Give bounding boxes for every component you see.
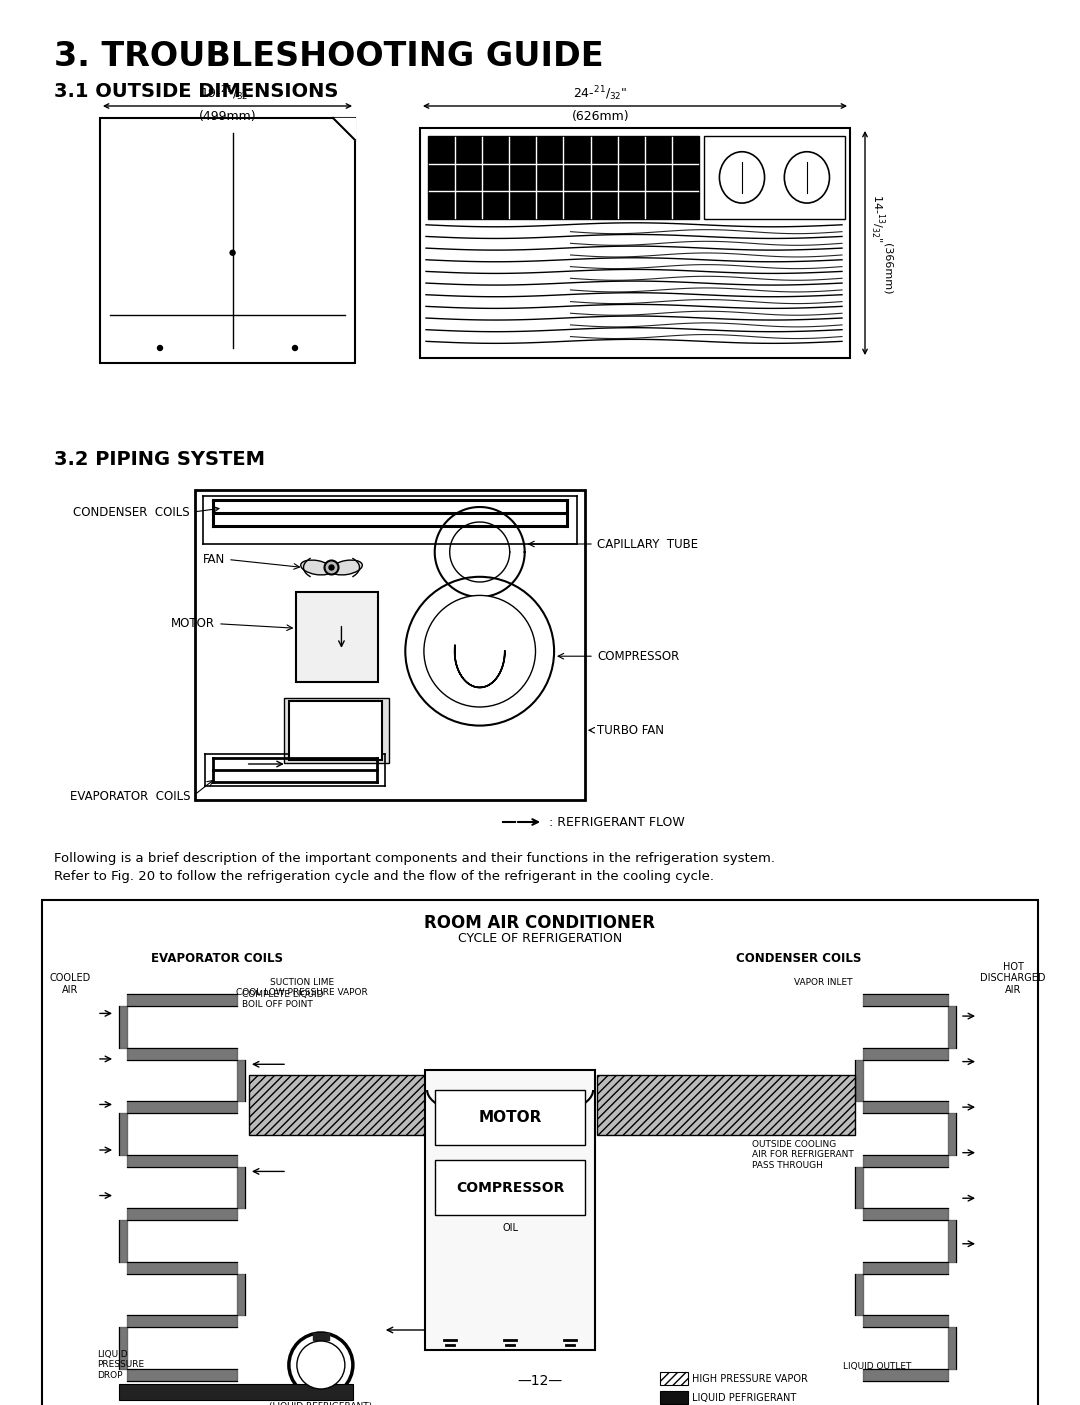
Text: HOT
DISCHARGED
AIR: HOT DISCHARGED AIR: [981, 962, 1045, 995]
Circle shape: [230, 250, 235, 256]
Text: (366mm): (366mm): [882, 243, 892, 295]
Text: COMPRESSOR: COMPRESSOR: [597, 649, 679, 663]
Polygon shape: [333, 118, 355, 140]
Circle shape: [158, 346, 162, 350]
Text: (626mm): (626mm): [571, 110, 630, 124]
Text: EVAPORATOR COILS: EVAPORATOR COILS: [151, 953, 283, 965]
Text: 3.2 PIPING SYSTEM: 3.2 PIPING SYSTEM: [54, 450, 265, 469]
Bar: [284, 698, 389, 763]
Bar: [195, 490, 585, 799]
Text: Following is a brief description of the important components and their functions: Following is a brief description of the …: [54, 851, 775, 865]
Text: MOTOR: MOTOR: [478, 1110, 542, 1125]
Text: (499mm): (499mm): [199, 110, 256, 124]
Text: LIQUID PEFRIGERANT: LIQUID PEFRIGERANT: [691, 1392, 796, 1402]
Text: ROOM AIR HEAT LOAD: ROOM AIR HEAT LOAD: [251, 1082, 350, 1092]
Bar: [420, 128, 850, 358]
Bar: [704, 136, 845, 219]
Text: VAPOR INLET: VAPOR INLET: [794, 978, 852, 986]
Bar: [660, 1391, 688, 1404]
Bar: [288, 701, 382, 760]
Ellipse shape: [784, 152, 829, 204]
Bar: [42, 901, 1038, 1405]
Circle shape: [423, 596, 536, 707]
Text: CONDENSER COILS: CONDENSER COILS: [737, 953, 862, 965]
Text: 19-$^{21}$/$_{32}$": 19-$^{21}$/$_{32}$": [200, 84, 255, 103]
Bar: [100, 118, 355, 362]
Text: LIQUID
PRESSURE
DROP: LIQUID PRESSURE DROP: [97, 1350, 144, 1380]
Circle shape: [288, 1333, 353, 1397]
Text: CONDENSER  COILS: CONDENSER COILS: [73, 506, 190, 518]
Text: OIL: OIL: [502, 1222, 518, 1234]
Text: COMPRESSOR: COMPRESSOR: [456, 1180, 565, 1194]
Bar: [249, 1075, 426, 1135]
Circle shape: [324, 561, 338, 575]
Bar: [296, 593, 378, 683]
Circle shape: [405, 577, 554, 725]
Circle shape: [293, 346, 297, 350]
Bar: [428, 136, 699, 219]
Bar: [119, 1384, 353, 1399]
Text: —12—: —12—: [517, 1374, 563, 1388]
Text: SUCTION LIME
COOL LOW PRESSURE VAPOR: SUCTION LIME COOL LOW PRESSURE VAPOR: [235, 978, 367, 998]
Text: CAPILLARY  TUBE: CAPILLARY TUBE: [597, 538, 698, 551]
Text: COMPLETE LIQUID
BOIL OFF POINT: COMPLETE LIQUID BOIL OFF POINT: [242, 991, 324, 1009]
Text: LIQUID OUTLET: LIQUID OUTLET: [843, 1361, 912, 1371]
Bar: [660, 1373, 688, 1385]
Text: MOTOR: MOTOR: [171, 617, 215, 631]
Circle shape: [329, 565, 334, 570]
Text: ROOM AIR CONDITIONER: ROOM AIR CONDITIONER: [424, 915, 656, 932]
Bar: [597, 1075, 855, 1135]
Text: CYCLE OF REFRIGERATION: CYCLE OF REFRIGERATION: [458, 932, 622, 946]
Ellipse shape: [300, 561, 333, 575]
Text: 14-$^{13}$/$_{32}$": 14-$^{13}$/$_{32}$": [868, 194, 887, 243]
Text: 3.1 OUTSIDE DIMENSIONS: 3.1 OUTSIDE DIMENSIONS: [54, 81, 338, 101]
Text: HIGH PRESSURE VAPOR: HIGH PRESSURE VAPOR: [691, 1374, 808, 1384]
Text: (LIQUID REFRIGERANT): (LIQUID REFRIGERANT): [269, 1402, 373, 1405]
Text: TURBO FAN: TURBO FAN: [597, 724, 664, 736]
Ellipse shape: [719, 152, 765, 204]
Ellipse shape: [330, 561, 362, 575]
Text: EVAPORATOR  COILS: EVAPORATOR COILS: [69, 790, 190, 802]
Text: 24-$^{21}$/$_{32}$": 24-$^{21}$/$_{32}$": [573, 84, 627, 103]
Text: 3. TROUBLESHOOTING GUIDE: 3. TROUBLESHOOTING GUIDE: [54, 39, 604, 73]
Text: FAN: FAN: [203, 554, 225, 566]
Bar: [426, 1071, 595, 1350]
Text: Refer to Fig. 20 to follow the refrigeration cycle and the flow of the refrigera: Refer to Fig. 20 to follow the refrigera…: [54, 870, 714, 882]
Circle shape: [297, 1340, 345, 1390]
Bar: [435, 1161, 585, 1215]
Text: OUTSIDE COOLING
AIR FOR REFRIGERANT
PASS THROUGH: OUTSIDE COOLING AIR FOR REFRIGERANT PASS…: [752, 1139, 853, 1170]
Text: COOLED
AIR: COOLED AIR: [50, 974, 91, 995]
Bar: [435, 1090, 585, 1145]
Text: : REFRIGERANT FLOW: : REFRIGERANT FLOW: [549, 815, 685, 829]
